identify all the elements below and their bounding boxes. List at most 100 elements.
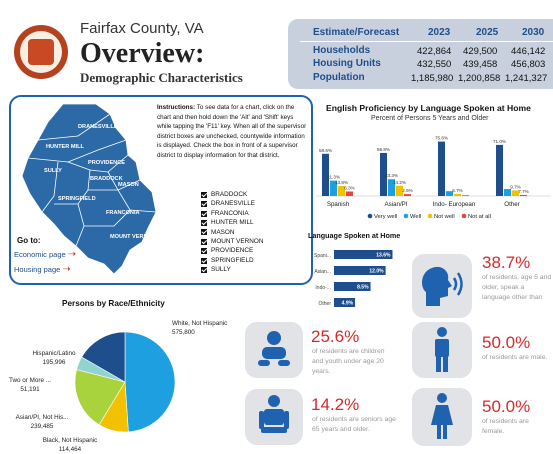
checkbox-icon[interactable]	[201, 266, 207, 273]
language-spoken-chart[interactable]: Spani... 13.6% Asian... 12.0% Indo-... 8.5% Ot…	[308, 244, 428, 312]
english-bar[interactable]	[504, 189, 511, 196]
district-checkbox-label: BRADDOCK	[211, 191, 248, 198]
checkbox-icon[interactable]	[201, 210, 207, 217]
district-checkbox[interactable]: MASON	[201, 228, 263, 237]
english-bar-label: 13.8%	[335, 180, 348, 185]
language-bar[interactable]	[334, 266, 386, 275]
language-bar-label: 4.9%	[342, 301, 354, 307]
english-bar-label: 71.0%	[493, 139, 506, 144]
estimates-row-label: Housing Units	[313, 58, 381, 69]
english-category-label: Spanish	[327, 201, 350, 208]
english-bar-label: 23.3%	[385, 173, 398, 178]
male-card	[412, 322, 472, 378]
english-bar[interactable]	[396, 185, 403, 196]
race-slice-name: Asian/PI, Not His...	[16, 414, 69, 421]
language-bar-label: 12.0%	[369, 269, 384, 275]
english-bar[interactable]	[520, 194, 527, 196]
race-chart-title: Persons by Race/Ethnicity	[62, 299, 165, 308]
seniors-description: of residents are seniors age 65 years an…	[312, 416, 396, 433]
language-bar[interactable]	[334, 282, 371, 291]
district-checkbox[interactable]: FRANCONIA	[201, 209, 263, 218]
checkbox-icon[interactable]	[201, 248, 207, 255]
race-pie-slice[interactable]	[124, 331, 176, 433]
english-bar[interactable]	[338, 186, 345, 196]
checkbox-icon[interactable]	[201, 257, 207, 264]
map-district-label: HUNTER MILL	[46, 144, 84, 150]
estimates-header: Estimate/Forecast	[313, 27, 400, 38]
english-bar[interactable]	[380, 152, 387, 196]
english-other-percent: 38.7%	[482, 253, 531, 272]
estimates-cell: 422,864	[417, 46, 452, 57]
race-pie-slice[interactable]	[74, 369, 126, 426]
english-bar-label: 6.7%	[452, 188, 462, 193]
english-bar[interactable]	[322, 153, 329, 196]
estimates-cell: 439,458	[463, 59, 498, 70]
language-category-label: Spani...	[314, 253, 331, 259]
english-bar[interactable]	[330, 180, 337, 196]
housing-page-link-label[interactable]: Housing page	[14, 265, 61, 274]
english-bar[interactable]	[496, 144, 503, 196]
district-checklist: BRADDOCK DRANESVILLE FRANCONIA HUNTER MI…	[201, 190, 263, 275]
race-slice-name: Two or More ...	[9, 377, 51, 384]
district-checkbox[interactable]: MOUNT VERNON	[201, 237, 263, 246]
map-district-label: PROVIDENCE	[88, 160, 125, 166]
female-description: of residents are female.	[482, 418, 529, 435]
checkbox-icon[interactable]	[201, 201, 207, 208]
district-map[interactable]: DRANESVILLE HUNTER MILL PROVIDENCE SULLY…	[18, 100, 158, 278]
female-percent: 50.0%	[482, 397, 531, 416]
map-district-label: SULLY	[44, 168, 62, 174]
english-bar-label: 14.2%	[393, 180, 406, 185]
english-bar[interactable]	[462, 195, 469, 196]
english-bar[interactable]	[404, 194, 411, 196]
arrow-right-icon[interactable]: ➝	[62, 264, 71, 275]
map-district-label: SPRINGFIELD	[58, 196, 96, 202]
english-bar[interactable]	[512, 190, 519, 196]
race-slice-value: 239,485	[31, 423, 54, 430]
district-checkbox[interactable]: HUNTER MILL	[201, 218, 263, 227]
race-pie-slice[interactable]	[81, 331, 126, 383]
district-checkbox[interactable]: BRADDOCK	[201, 190, 263, 199]
race-ethnicity-chart[interactable]: White, Not Hispanic 575,800 Black, Not His…	[0, 312, 230, 454]
district-checkbox[interactable]: SULLY	[201, 265, 263, 274]
economic-page-link-label[interactable]: Economic page	[14, 250, 66, 259]
english-bar[interactable]	[438, 141, 445, 196]
english-bar-label: 75.6%	[435, 136, 448, 141]
checkbox-icon[interactable]	[201, 238, 207, 245]
housing-page-link[interactable]: Housing page ➝	[14, 264, 71, 275]
goto-label: Go to:	[17, 236, 41, 245]
language-bar[interactable]	[334, 250, 393, 259]
english-bar-label: 2.6%	[402, 188, 412, 193]
estimates-panel	[288, 19, 553, 89]
economic-page-link[interactable]: Economic page ➝	[14, 249, 76, 260]
arrow-right-icon[interactable]: ➝	[67, 249, 77, 260]
district-checkbox-label: SULLY	[211, 266, 231, 274]
race-slice-value: 51,191	[20, 386, 40, 393]
estimates-year: 2025	[476, 27, 499, 38]
estimates-year: 2030	[522, 27, 545, 38]
english-bar[interactable]	[346, 191, 353, 196]
checkbox-icon[interactable]	[201, 229, 207, 236]
map-district-label: BRADDOCK	[90, 176, 123, 182]
race-slice-name: Black, Not Hispanic	[43, 437, 98, 444]
race-slice-value: 114,464	[59, 446, 82, 453]
district-checkbox[interactable]: PROVIDENCE	[201, 246, 263, 255]
english-legend-label: Not well	[434, 214, 455, 220]
map-district-label: DRANESVILLE	[78, 124, 118, 130]
english-category-label: Asian/PI	[384, 201, 407, 208]
district-checkbox[interactable]: SPRINGFIELD	[201, 256, 263, 265]
english-bar[interactable]	[454, 193, 461, 196]
legend-dot-icon	[403, 213, 409, 219]
english-bar[interactable]	[388, 179, 395, 196]
county-outline	[21, 103, 157, 275]
english-legend-label: Well	[410, 214, 421, 220]
checkbox-icon[interactable]	[201, 191, 207, 198]
district-checkbox-label: DRANESVILLE	[211, 200, 256, 208]
estimates-cell: 1,241,327	[505, 73, 548, 84]
checkbox-icon[interactable]	[201, 219, 207, 226]
english-bar[interactable]	[446, 191, 453, 196]
seniors-card	[245, 389, 303, 445]
language-category-label: Asian...	[314, 269, 331, 275]
english-proficiency-chart[interactable]: 58.6% 21.3%13.8%6.3% Spanish 59.8% 23.3% 14.2…	[310, 126, 553, 224]
district-checkbox[interactable]: DRANESVILLE	[201, 199, 263, 208]
language-bar[interactable]	[334, 298, 356, 307]
